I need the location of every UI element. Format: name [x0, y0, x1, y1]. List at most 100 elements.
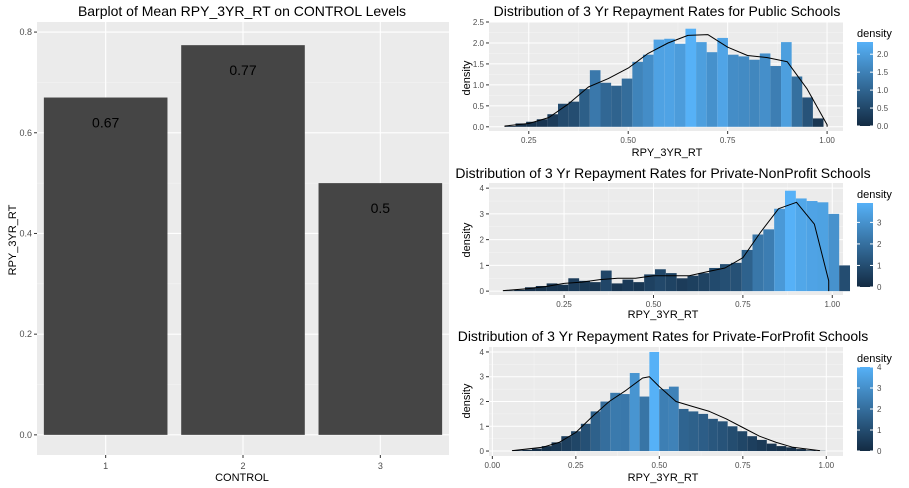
public-histogram-bar	[515, 123, 527, 127]
nonprofit-ytick-label: 0	[480, 287, 485, 296]
public-histogram-bar	[504, 125, 516, 127]
nonprofit-histogram-bar	[600, 270, 612, 292]
forprofit-ylabel: density	[461, 383, 473, 418]
barplot-chart: Barplot of Mean RPY_3YR_RT on CONTROL Le…	[7, 3, 449, 484]
forprofit-legend-tick-label: 2	[877, 405, 882, 414]
public-histogram-bar	[781, 42, 792, 127]
bar-data-label: 0.5	[371, 200, 391, 216]
nonprofit-xtick-label: 0.75	[735, 300, 751, 309]
nonprofit-density-curve	[502, 201, 830, 292]
nonprofit-histogram-bar	[589, 282, 601, 292]
public-legend-title: density	[857, 28, 892, 40]
public-histogram-bar	[558, 103, 569, 127]
forprofit-histogram-bar	[786, 447, 797, 452]
forprofit-histogram-bar	[590, 411, 601, 452]
forprofit-histogram: Distribution of 3 Yr Repayment Rates for…	[458, 328, 893, 484]
public-density-curve	[504, 34, 828, 127]
barplot-xtick-label: 2	[240, 461, 245, 471]
public-histogram-bar	[738, 56, 750, 127]
public-histogram-bar	[547, 114, 559, 127]
public-title: Distribution of 3 Yr Repayment Rates for…	[494, 3, 841, 19]
forprofit-xtick-label: 0.00	[485, 461, 501, 470]
forprofit-legend-tick-label: 4	[877, 363, 882, 372]
nonprofit-histogram-bar	[514, 289, 525, 292]
forprofit-xtick-label: 0.75	[735, 461, 751, 470]
nonprofit-histogram-bar	[654, 269, 666, 292]
forprofit-histogram-bar	[698, 413, 709, 452]
nonprofit-histogram-bar	[622, 279, 634, 292]
public-histogram-bar	[812, 118, 824, 127]
nonprofit-ylabel: density	[461, 222, 473, 257]
nonprofit-histogram-bar	[774, 208, 786, 292]
nonprofit-ytick-label: 3	[480, 210, 485, 219]
bar	[318, 183, 443, 435]
nonprofit-histogram-bar	[741, 249, 753, 292]
public-histogram-bar	[642, 54, 654, 127]
barplot-ytick-label: 0.0	[19, 430, 32, 440]
forprofit-ytick-label: 1	[480, 422, 485, 431]
public-histogram-bar	[674, 43, 686, 127]
public-xtick-label: 1.00	[819, 136, 835, 145]
public-xtick-label: 0.75	[720, 136, 736, 145]
nonprofit-histogram-bar	[709, 267, 720, 292]
public-histogram: Distribution of 3 Yr Repayment Rates for…	[461, 3, 892, 159]
barplot-ytick-label: 0.2	[19, 329, 32, 339]
barplot-xlabel: CONTROL	[215, 472, 269, 484]
nonprofit-histogram-bar	[719, 264, 731, 292]
nonprofit-histogram-bar	[752, 234, 764, 292]
nonprofit-histogram-bar	[665, 273, 677, 292]
forprofit-histogram-bar	[766, 443, 777, 452]
barplot-xtick-label: 1	[103, 461, 108, 471]
forprofit-density-curve	[511, 376, 821, 452]
forprofit-title: Distribution of 3 Yr Repayment Rates for…	[458, 328, 869, 344]
nonprofit-histogram-bar	[839, 265, 851, 292]
forprofit-histogram-bar	[522, 449, 532, 452]
forprofit-ytick-label: 4	[480, 348, 485, 357]
public-ytick-label: 1.5	[473, 60, 485, 69]
barplot-xtick-label: 3	[378, 461, 383, 471]
public-histogram-bar	[653, 39, 665, 127]
forprofit-histogram-bar	[610, 392, 621, 452]
nonprofit-xtick-label: 0.25	[556, 300, 572, 309]
public-legend-colorbar	[857, 42, 873, 126]
nonprofit-legend-tick-label: 1	[877, 261, 882, 270]
public-histogram-bar	[802, 97, 813, 127]
forprofit-histogram-bar	[717, 421, 728, 452]
public-ytick-label: 0.5	[473, 102, 485, 111]
barplot-ytick-label: 0.8	[19, 27, 32, 37]
public-legend-tick-label: 0.0	[877, 122, 889, 131]
nonprofit-histogram-bar	[546, 283, 558, 292]
forprofit-histogram-bar	[639, 396, 650, 452]
forprofit-histogram-bar	[620, 394, 630, 452]
nonprofit-legend-colorbar	[857, 203, 873, 287]
forprofit-histogram-bar	[531, 448, 542, 452]
public-ytick-label: 1.0	[473, 81, 485, 90]
nonprofit-xtick-label: 1.00	[824, 300, 840, 309]
nonprofit-histogram-bar	[785, 190, 796, 292]
public-ylabel: density	[461, 60, 473, 95]
nonprofit-histogram-bar	[698, 273, 710, 292]
nonprofit-histogram-bar	[535, 285, 547, 292]
nonprofit-histogram-bar	[730, 262, 742, 292]
public-histogram-bar	[589, 70, 601, 127]
public-xtick-label: 0.25	[521, 136, 537, 145]
public-histogram-bar	[526, 121, 537, 127]
forprofit-histogram-bar	[737, 431, 748, 452]
public-histogram-bar	[568, 101, 580, 127]
nonprofit-histogram-bar	[633, 282, 645, 292]
forprofit-histogram-bar	[678, 408, 689, 452]
forprofit-histogram-bar	[512, 450, 523, 452]
forprofit-histogram-bar	[659, 389, 669, 452]
forprofit-ytick-label: 3	[480, 373, 485, 382]
nonprofit-xtick-label: 0.50	[646, 300, 662, 309]
nonprofit-xlabel: RPY_3YR_RT	[628, 309, 699, 321]
public-histogram-bar	[632, 61, 643, 127]
public-xlabel: RPY_3YR_RT	[632, 147, 703, 159]
nonprofit-legend-tick-label: 0	[877, 283, 882, 292]
public-histogram-bar	[770, 66, 782, 127]
forprofit-histogram-bar	[776, 446, 787, 452]
forprofit-xtick-label: 0.50	[652, 461, 668, 470]
forprofit-ytick-label: 0	[480, 447, 485, 456]
public-legend-tick-label: 1.0	[877, 86, 889, 95]
